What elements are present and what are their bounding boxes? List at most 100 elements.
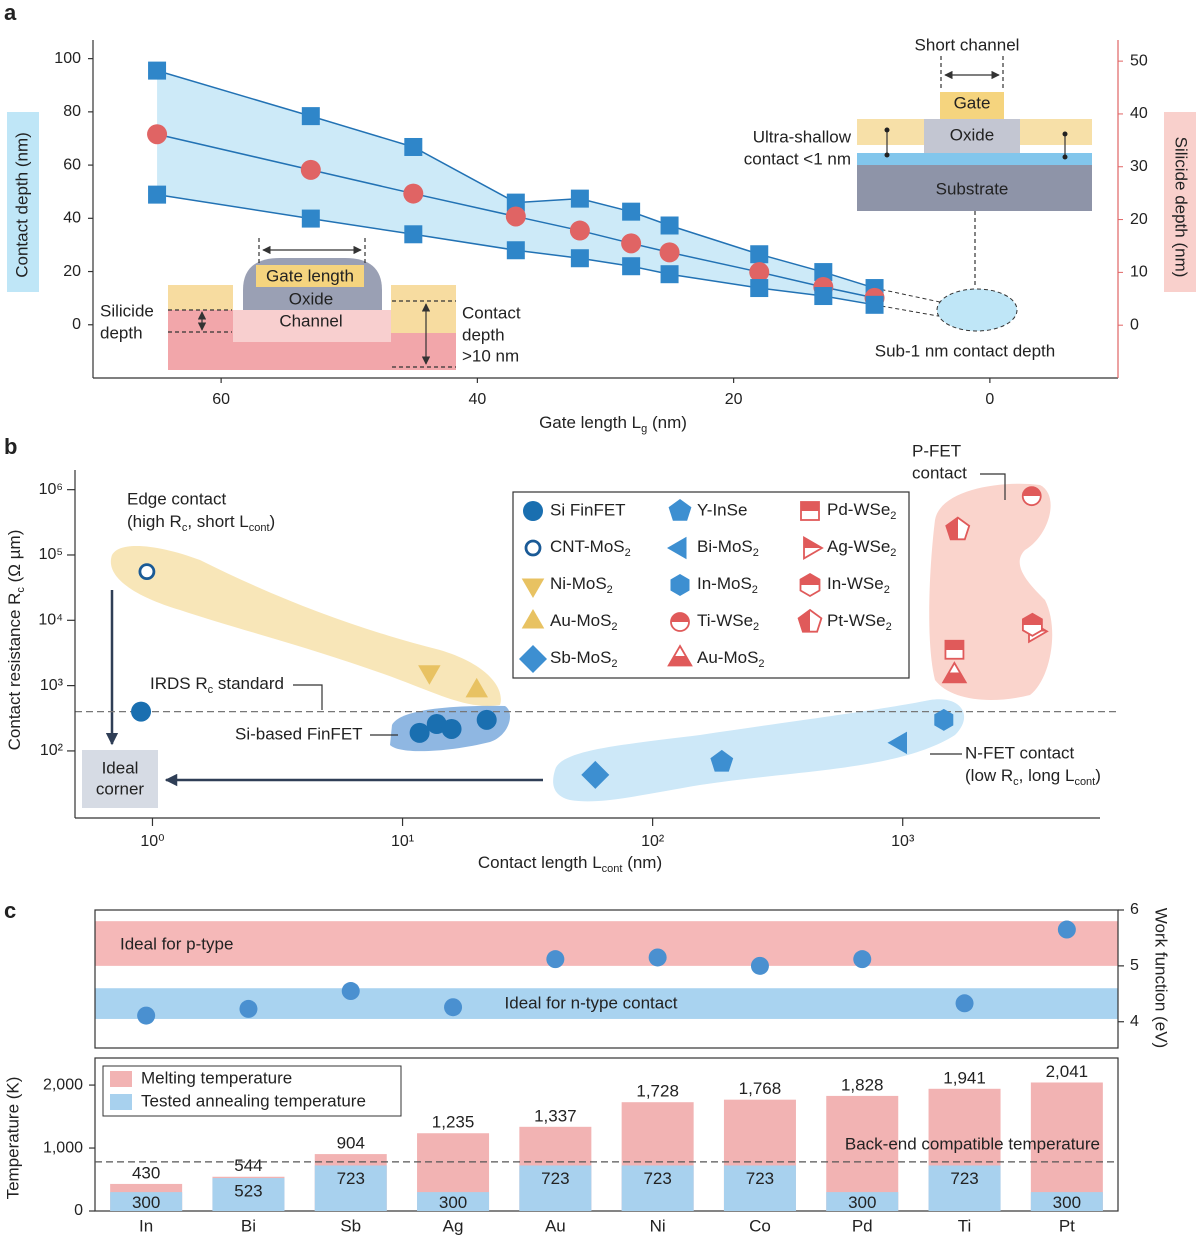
annotation-part: , long L xyxy=(1019,766,1075,785)
value-label: 544 xyxy=(234,1156,262,1175)
point xyxy=(441,718,462,739)
point xyxy=(301,209,320,228)
bar xyxy=(212,1178,285,1211)
panel-label: c xyxy=(4,898,16,923)
value-label: 1,337 xyxy=(534,1106,577,1125)
point xyxy=(506,241,525,260)
panel-label: b xyxy=(4,434,17,459)
band xyxy=(95,988,1118,1019)
point xyxy=(1022,612,1043,637)
point xyxy=(581,760,610,789)
annotation: contact <1 nm xyxy=(744,149,851,168)
point xyxy=(955,994,974,1013)
legend-label: Bi-MoS2 xyxy=(697,537,759,558)
point xyxy=(569,220,590,241)
legend-label-part: 2 xyxy=(884,584,890,596)
point xyxy=(465,677,488,698)
annotation: Sub-1 nm contact depth xyxy=(875,341,1056,360)
point xyxy=(148,61,167,80)
point xyxy=(148,185,167,204)
point xyxy=(341,982,360,1001)
legend-swatch xyxy=(110,1094,132,1110)
x-tick-label: Pt xyxy=(1059,1216,1075,1235)
legend-label-part: Au-MoS xyxy=(550,611,611,630)
y-tick-label: 0 xyxy=(72,316,81,333)
legend-label-part: Ni-MoS xyxy=(550,574,607,593)
x-tick-label: 0 xyxy=(985,391,994,408)
annotation: Gate length xyxy=(266,266,354,285)
annotation-part: c xyxy=(182,522,188,534)
point xyxy=(622,257,641,276)
value-label: 1,728 xyxy=(636,1082,679,1101)
legend-label: In-MoS2 xyxy=(697,574,758,595)
point xyxy=(749,262,770,283)
label-box xyxy=(1164,112,1196,292)
y-tick-label: 0 xyxy=(74,1202,83,1219)
legend-label: Au-MoS2 xyxy=(697,648,765,669)
x-axis-label: Contact length Lcont (nm) xyxy=(478,853,662,874)
series-line xyxy=(156,193,875,306)
x-axis-label-part: (nm) xyxy=(622,853,662,872)
value-label: 723 xyxy=(541,1169,569,1188)
point xyxy=(941,661,968,684)
point xyxy=(648,948,667,967)
annotation: Oxide xyxy=(289,289,333,308)
value-label: 1,768 xyxy=(739,1079,782,1098)
point xyxy=(546,950,565,969)
point xyxy=(660,265,679,284)
legend-label-part: 2 xyxy=(752,584,758,596)
point xyxy=(301,107,320,126)
x-tick-label: In xyxy=(139,1216,153,1235)
label-box xyxy=(7,112,39,292)
point xyxy=(622,202,641,221)
bar xyxy=(1030,1082,1103,1211)
reference-label-part: standard xyxy=(213,674,284,693)
point xyxy=(750,245,769,264)
band xyxy=(95,921,1118,966)
legend-label-part: Pd-WSe xyxy=(827,500,890,519)
x-axis-label: Gate length Lg (nm) xyxy=(539,413,687,434)
legend-label: Y-InSe xyxy=(697,500,747,519)
bar xyxy=(826,1095,899,1211)
annotation: Gate xyxy=(954,93,991,112)
point xyxy=(444,998,463,1017)
y2-tick-label: 6 xyxy=(1130,901,1139,918)
value-label: 430 xyxy=(132,1163,160,1182)
legend-label: Tested annealing temperature xyxy=(141,1091,366,1110)
value-label: 723 xyxy=(950,1169,978,1188)
band-label: Ideal for n-type contact xyxy=(505,993,678,1012)
y2-tick-label: 10 xyxy=(1130,264,1148,281)
legend-marker xyxy=(519,645,547,673)
y-tick-label: 10³ xyxy=(40,677,64,694)
extension xyxy=(874,287,941,303)
point xyxy=(710,749,734,772)
reference-label: Back-end compatible temperature xyxy=(845,1134,1100,1153)
bar xyxy=(519,1165,592,1211)
point xyxy=(505,206,526,227)
x-axis-label-part: Gate length L xyxy=(539,413,641,432)
bar xyxy=(928,1165,1001,1211)
legend-label: Au-MoS2 xyxy=(550,611,618,632)
annotation: N-FET contact xyxy=(965,743,1075,762)
legend-label-part: Sb-MoS xyxy=(550,648,611,667)
reference-label-part: c xyxy=(208,684,214,696)
point xyxy=(945,516,971,541)
extension xyxy=(874,304,939,317)
annotation: corner xyxy=(96,779,145,798)
annotation-part: (low R xyxy=(965,766,1013,785)
bar xyxy=(826,1192,899,1211)
x-tick-label: 20 xyxy=(725,391,743,408)
y-tick-label: 60 xyxy=(63,156,81,173)
legend-label: Ag-WSe2 xyxy=(827,537,896,558)
annotation-part: ) xyxy=(1095,766,1101,785)
legend-label: Melting temperature xyxy=(141,1068,292,1087)
legend-marker xyxy=(668,499,692,521)
band-label: Ideal for p-type xyxy=(120,934,233,953)
legend-marker xyxy=(524,539,542,557)
x-tick-label: 10¹ xyxy=(391,833,414,850)
point xyxy=(476,709,497,730)
annotation: (high Rc, short Lcont) xyxy=(127,512,275,533)
y-tick-label: 40 xyxy=(63,210,81,227)
x-tick-label: 10³ xyxy=(891,833,915,850)
